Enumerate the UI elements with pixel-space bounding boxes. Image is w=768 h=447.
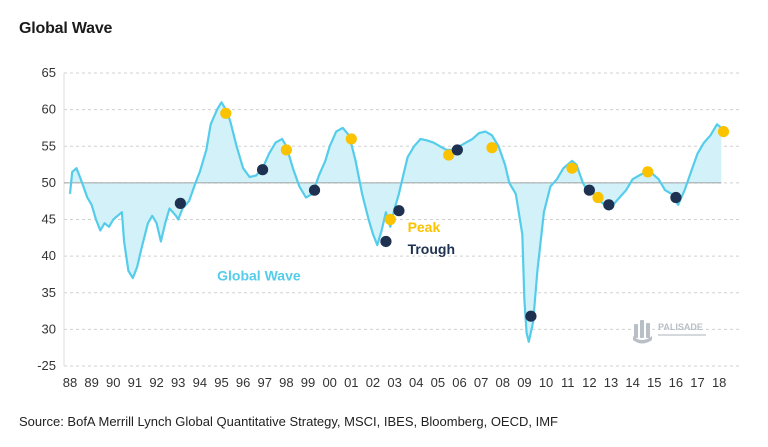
y-tick-label: 55 [42, 138, 56, 153]
x-axis-labels: 88 89 90 91 92 93 94 95 96 97 98 99 00 01 02 03 04 05 06 07… [63, 375, 727, 390]
x-tick-label: 94 [193, 375, 207, 390]
chart-title: Global Wave [19, 20, 113, 37]
trough-annotation: Trough [408, 241, 455, 257]
x-tick-label: 16 [669, 375, 683, 390]
peak-marker [220, 107, 232, 119]
trough-marker [603, 199, 615, 211]
y-tick-label: 40 [42, 248, 56, 263]
x-tick-label: 12 [582, 375, 596, 390]
peak-marker [486, 142, 498, 154]
x-tick-label: 95 [214, 375, 228, 390]
x-tick-label: 07 [474, 375, 488, 390]
peak-marker [345, 133, 357, 145]
x-tick-label: 01 [344, 375, 358, 390]
x-tick-label: 18 [712, 375, 726, 390]
wave-area-fill [70, 102, 722, 342]
x-tick-label: 89 [84, 375, 98, 390]
y-tick-label: 60 [42, 102, 56, 117]
x-tick-label: 05 [431, 375, 445, 390]
palisade-logo: PALISADE [633, 320, 706, 344]
peak-marker [384, 213, 396, 226]
x-tick-label: 11 [561, 375, 575, 390]
source-note: Source: BofA Merrill Lynch Global Quanti… [19, 414, 558, 429]
x-tick-label: 13 [604, 375, 618, 390]
x-tick-label: 02 [366, 375, 380, 390]
y-tick-label: 50 [42, 175, 56, 190]
x-tick-label: 00 [322, 375, 336, 390]
x-tick-label: 17 [690, 375, 704, 390]
global-wave-chart: 65 60 55 50 45 40 35 30 -25 88 89 90 91 92 93 94 95 96 97… [37, 65, 740, 390]
x-tick-label: 08 [496, 375, 510, 390]
x-tick-label: 93 [171, 375, 185, 390]
peak-annotation: Peak [408, 219, 441, 235]
peak-marker [280, 144, 292, 156]
annotation-layer: Peak Trough Global Wave [217, 219, 455, 283]
x-tick-label: 15 [647, 375, 661, 390]
x-tick-label: 14 [625, 375, 639, 390]
x-tick-label: 06 [452, 375, 466, 390]
y-tick-label: 30 [42, 321, 56, 336]
peak-marker [592, 191, 604, 204]
peak-marker [642, 166, 654, 178]
trough-marker [393, 205, 405, 217]
trough-marker [380, 235, 392, 248]
x-tick-label: 90 [106, 375, 120, 390]
x-tick-label: 09 [517, 375, 531, 390]
y-tick-label: 35 [42, 285, 56, 300]
y-tick-label: 45 [42, 212, 56, 227]
peak-marker [566, 162, 578, 174]
gridlines [63, 72, 740, 367]
trough-marker [525, 310, 537, 322]
trough-marker [583, 184, 595, 196]
series-annotation: Global Wave [217, 267, 301, 283]
peak-marker [717, 126, 730, 138]
trough-marker [174, 197, 186, 209]
x-tick-label: 92 [149, 375, 163, 390]
trough-marker [256, 164, 269, 176]
trough-marker [451, 144, 463, 156]
x-tick-label: 98 [279, 375, 293, 390]
x-tick-label: 04 [409, 375, 423, 390]
y-tick-label: 65 [42, 65, 56, 80]
x-tick-label: 99 [301, 375, 315, 390]
marker-layer [174, 107, 730, 322]
x-tick-label: 88 [63, 375, 77, 390]
x-tick-label: 03 [387, 375, 401, 390]
peak-marker [443, 149, 455, 161]
trough-marker [670, 191, 682, 204]
x-tick-label: 96 [236, 375, 250, 390]
x-tick-label: 97 [258, 375, 272, 390]
global-wave-line [68, 101, 723, 343]
y-tick-label: -25 [37, 358, 56, 373]
y-axis-labels: 65 60 55 50 45 40 35 30 -25 [37, 65, 56, 373]
trough-marker [308, 184, 321, 196]
x-tick-label: 91 [128, 375, 142, 390]
logo-text: PALISADE [658, 322, 703, 332]
x-tick-label: 10 [539, 375, 553, 390]
